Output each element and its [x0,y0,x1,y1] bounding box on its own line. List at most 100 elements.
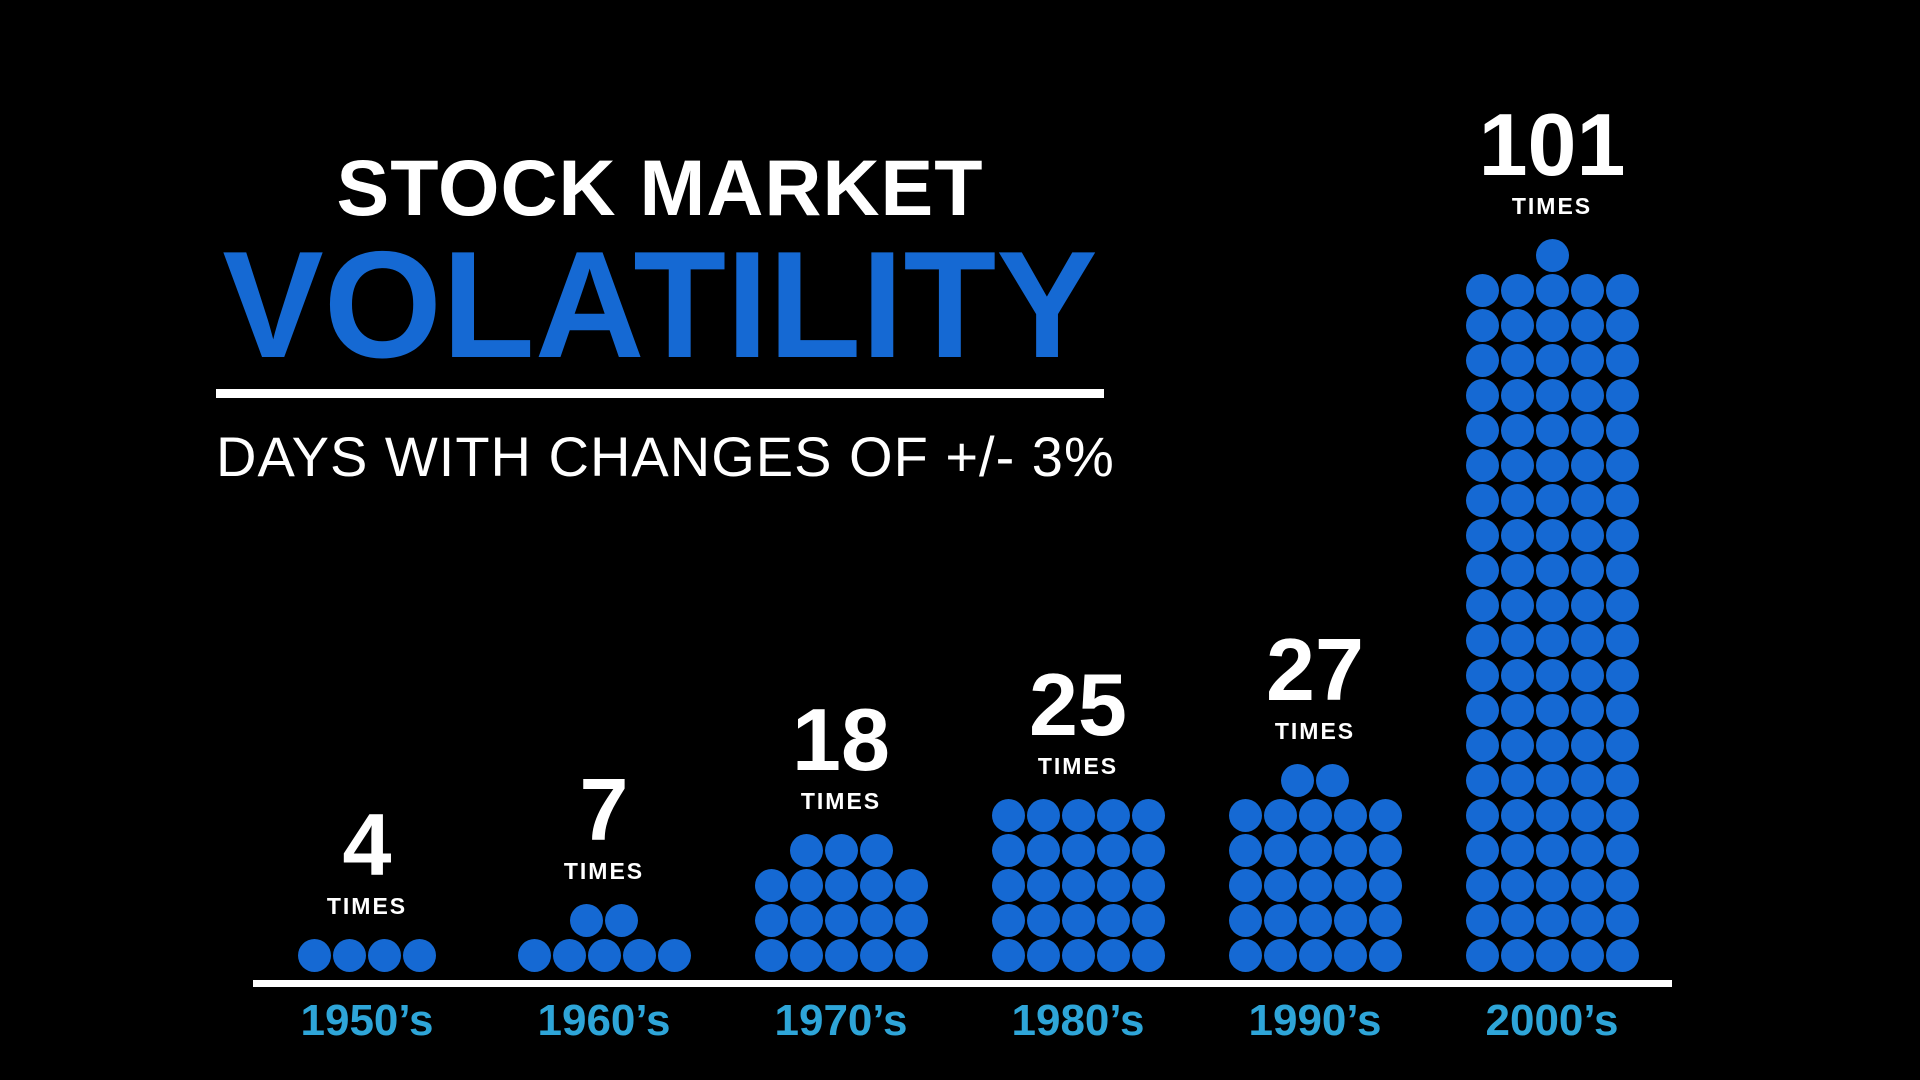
dot-row [1465,414,1640,447]
category-label: 1970’s [774,996,908,1045]
dot-row [991,799,1166,832]
dot [1605,904,1639,937]
dot-row [1465,589,1640,622]
dot [991,799,1025,832]
value-label: 27 [1266,620,1364,720]
dot [1605,274,1639,307]
dot [1096,834,1130,867]
value-label: 7 [579,760,629,860]
dot [1026,799,1060,832]
dot-row [1465,659,1640,692]
page-title-accent: VOLATILITY [222,220,1098,390]
dot-grid [517,904,692,972]
dot [1096,799,1130,832]
dot [991,869,1025,902]
dot [1570,309,1604,342]
dot [1535,379,1569,412]
unit-label: TIMES [1274,718,1356,745]
dot [1570,694,1604,727]
dot [1535,414,1569,447]
dot [1465,379,1499,412]
dot [1570,624,1604,657]
dot [1061,939,1095,972]
dot-row [754,869,929,902]
page-title: STOCK MARKET [336,143,984,232]
dot [754,904,788,937]
dot [1298,799,1332,832]
dot [1605,799,1639,832]
dot [1605,344,1639,377]
dot-row [1465,869,1640,902]
dot [1535,554,1569,587]
dot [1368,799,1402,832]
dot [1263,869,1297,902]
dot [859,939,893,972]
dot [1570,939,1604,972]
dot [1281,764,1314,797]
dot [298,939,331,972]
dot-row [297,939,437,972]
dot-row [1465,309,1640,342]
dot [1465,904,1499,937]
dot [1026,869,1060,902]
dot [1535,519,1569,552]
dot [1535,834,1569,867]
dot [1605,589,1639,622]
dot [1570,869,1604,902]
dot [1298,939,1332,972]
dot [1333,869,1367,902]
dot [1500,869,1534,902]
dot [1465,309,1499,342]
dot-row [1465,939,1640,972]
dot [1570,764,1604,797]
dot [1535,799,1569,832]
dot [1368,834,1402,867]
dot-row [1228,869,1403,902]
dot [1605,869,1639,902]
decade-column-2000: 101 TIMES [1442,101,1662,972]
dot [1228,834,1262,867]
dot [552,939,586,972]
dot [1131,939,1165,972]
dot [1605,519,1639,552]
dot [859,904,893,937]
dot [1500,379,1534,412]
dot [894,904,928,937]
dot [1465,624,1499,657]
dot-row [1465,344,1640,377]
dot-row [1465,729,1640,762]
dot [1061,904,1095,937]
unit-label: TIMES [326,893,408,920]
dot [1465,414,1499,447]
dot [1465,589,1499,622]
dot-row [1465,624,1640,657]
dot-grid [1228,764,1403,972]
dot [1570,519,1604,552]
dot-row [754,834,929,867]
dot [1535,484,1569,517]
category-label: 1980’s [1011,996,1145,1045]
dot [368,939,401,972]
dot [1535,624,1569,657]
dot [1228,904,1262,937]
dot-row [1465,449,1640,482]
dot [1096,904,1130,937]
dot [1131,869,1165,902]
dot [1605,309,1639,342]
dot [1500,694,1534,727]
category-label: 1990’s [1248,996,1382,1045]
dot-row [1228,799,1403,832]
dot [1535,904,1569,937]
dot [1570,484,1604,517]
dot [1131,799,1165,832]
dot [789,869,823,902]
dot [1500,624,1534,657]
dot-grid [991,799,1166,972]
dot [824,939,858,972]
dot [1131,834,1165,867]
decade-column-1990: 27 TIMES [1205,626,1425,972]
dot [1500,904,1534,937]
dot [1061,799,1095,832]
dot [1570,379,1604,412]
